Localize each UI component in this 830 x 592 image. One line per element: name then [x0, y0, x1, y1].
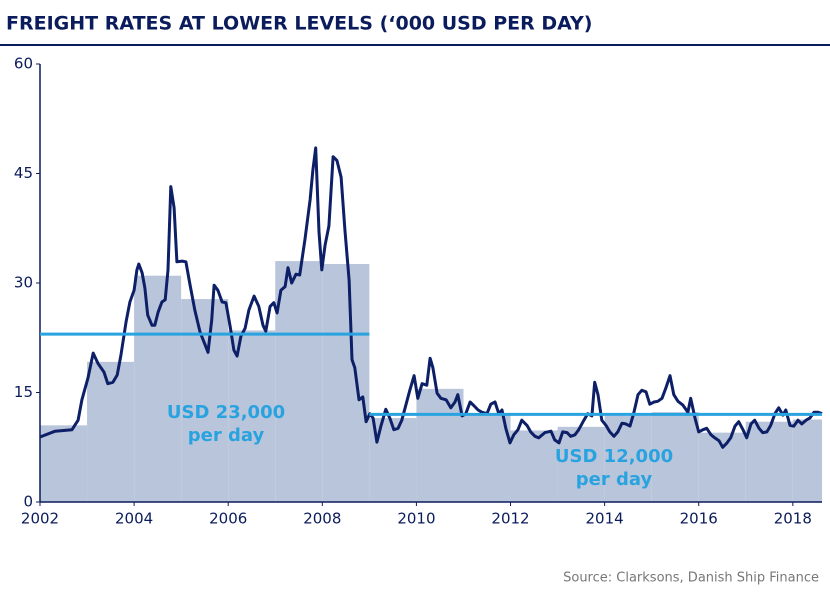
average-label: USD 12,000	[555, 446, 673, 467]
bar	[369, 418, 417, 502]
y-tick-label: 30	[14, 274, 33, 292]
y-tick-label: 15	[14, 383, 33, 401]
bar	[275, 261, 323, 502]
bar	[181, 299, 229, 502]
bar	[604, 415, 652, 502]
bar	[510, 430, 558, 502]
x-tick-label: 2018	[774, 510, 812, 528]
x-tick-label: 2006	[209, 510, 247, 528]
bar	[792, 419, 822, 502]
x-tick-label: 2014	[586, 510, 624, 528]
x-tick-label: 2012	[491, 510, 529, 528]
x-tick-label: 2004	[115, 510, 153, 528]
bar	[698, 432, 746, 502]
bar	[463, 414, 511, 502]
bar	[87, 361, 135, 502]
average-label: per day	[188, 425, 265, 446]
bar	[651, 412, 699, 502]
x-tick-label: 2010	[397, 510, 435, 528]
chart-title: FREIGHT RATES AT LOWER LEVELS (‘000 USD …	[6, 13, 593, 35]
bar	[745, 421, 793, 502]
bar	[40, 425, 88, 502]
x-tick-label: 2016	[680, 510, 718, 528]
average-label: USD 23,000	[167, 402, 285, 423]
source: Source: Clarksons, Danish Ship Finance	[563, 571, 819, 586]
bar	[557, 426, 605, 502]
x-tick-label: 2002	[21, 510, 59, 528]
average-label: per day	[576, 469, 653, 490]
bar	[228, 330, 276, 502]
bar	[322, 264, 370, 502]
y-tick-label: 0	[23, 493, 33, 511]
rate-line	[39, 146, 823, 449]
x-tick-label: 2008	[303, 510, 341, 528]
bar	[416, 388, 464, 502]
y-tick-label: 60	[14, 55, 33, 73]
y-tick-label: 45	[14, 164, 33, 182]
